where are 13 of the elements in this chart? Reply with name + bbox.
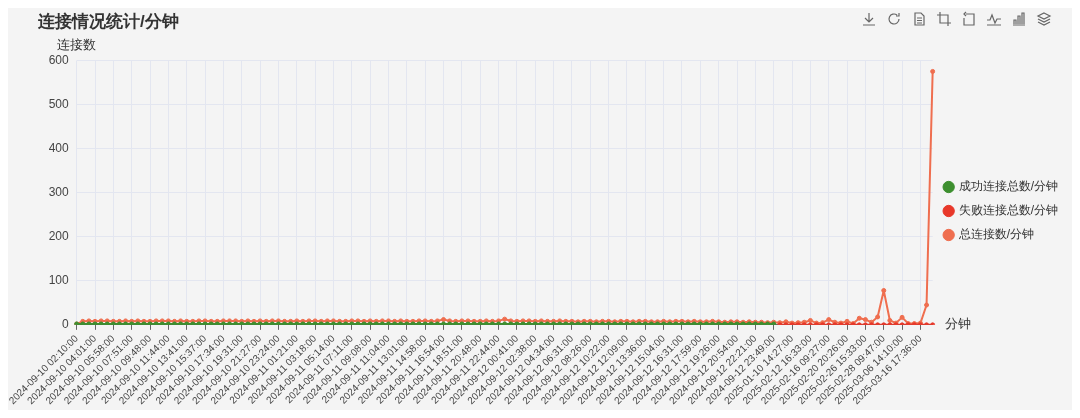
y-tick-label: 100 — [48, 273, 69, 288]
y-tick-label: 600 — [48, 52, 69, 67]
legend-label: 成功连接总数/分钟 — [958, 179, 1059, 194]
chart-title: 连接情况统计/分钟 — [37, 11, 179, 31]
y-tick-label: 0 — [61, 317, 69, 332]
y-tick-label: 300 — [48, 184, 69, 199]
legend-label: 总连接数/分钟 — [957, 227, 1035, 242]
x-axis-title: 分钟 — [944, 316, 971, 332]
y-axis-title: 连接数 — [57, 37, 97, 53]
legend-label: 失败连接总数/分钟 — [958, 203, 1059, 218]
y-tick-label: 500 — [48, 96, 69, 111]
y-tick-label: 400 — [48, 140, 69, 155]
y-tick-label: 200 — [48, 229, 69, 244]
